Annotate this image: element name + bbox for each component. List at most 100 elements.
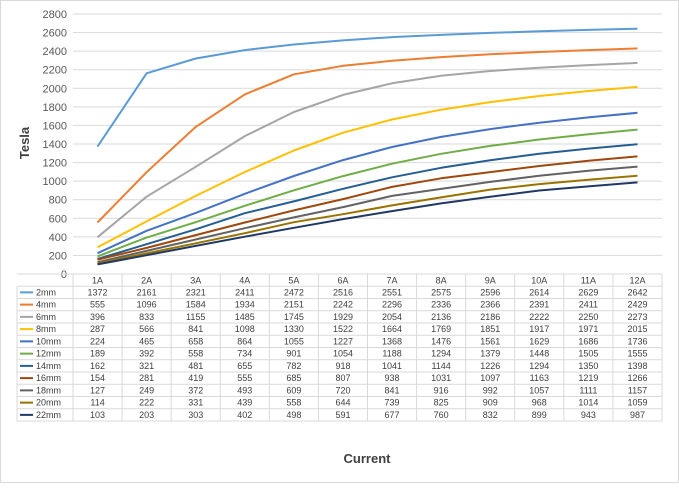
legend-label: 20mm bbox=[36, 398, 61, 408]
data-label: 396 bbox=[90, 312, 105, 322]
data-label: 901 bbox=[286, 349, 301, 359]
series-line-6mm bbox=[96, 61, 638, 238]
data-label: 1629 bbox=[529, 336, 549, 346]
legend-label: 14mm bbox=[36, 361, 61, 371]
data-label: 498 bbox=[286, 410, 301, 420]
data-label: 1398 bbox=[627, 361, 647, 371]
data-label: 1157 bbox=[628, 385, 647, 395]
x-tick-label: 5A bbox=[288, 275, 299, 285]
x-axis-title: Current bbox=[344, 451, 392, 466]
x-tick-label: 1A bbox=[92, 275, 103, 285]
series-line-14mm bbox=[97, 143, 638, 260]
data-label: 1057 bbox=[529, 385, 549, 395]
data-label: 281 bbox=[139, 373, 154, 383]
data-label: 419 bbox=[188, 373, 203, 383]
data-label: 943 bbox=[581, 410, 596, 420]
data-label: 841 bbox=[385, 385, 400, 395]
data-label: 864 bbox=[237, 336, 252, 346]
data-label: 1769 bbox=[431, 324, 451, 334]
series-line-18mm bbox=[97, 165, 638, 264]
data-label: 2472 bbox=[284, 287, 304, 297]
data-label: 1745 bbox=[284, 312, 304, 322]
data-label: 987 bbox=[630, 410, 645, 420]
x-tick-label: 3A bbox=[190, 275, 201, 285]
data-label: 1097 bbox=[480, 373, 500, 383]
data-label: 720 bbox=[335, 385, 350, 395]
series-line-22mm bbox=[97, 181, 638, 266]
data-label: 1330 bbox=[284, 324, 304, 334]
data-label: 2614 bbox=[529, 287, 549, 297]
data-label: 2161 bbox=[137, 287, 157, 297]
data-label: 555 bbox=[237, 373, 252, 383]
data-label: 825 bbox=[434, 398, 449, 408]
data-label: 1266 bbox=[627, 373, 647, 383]
data-label: 2429 bbox=[627, 300, 647, 310]
data-label: 203 bbox=[139, 410, 154, 420]
y-tick-label: 1000 bbox=[43, 176, 67, 188]
data-label: 1929 bbox=[333, 312, 353, 322]
data-label: 1054 bbox=[333, 349, 353, 359]
data-label: 2411 bbox=[235, 287, 254, 297]
data-label: 114 bbox=[90, 398, 104, 408]
data-label: 685 bbox=[286, 373, 301, 383]
data-label: 558 bbox=[188, 349, 203, 359]
data-label: 899 bbox=[532, 410, 547, 420]
y-axis-title: Tesla bbox=[17, 126, 32, 159]
data-label: 938 bbox=[385, 373, 400, 383]
data-label: 2629 bbox=[578, 287, 598, 297]
data-label: 1372 bbox=[88, 287, 108, 297]
x-tick-label: 7A bbox=[387, 275, 398, 285]
data-label: 1163 bbox=[530, 373, 549, 383]
y-tick-label: 1800 bbox=[43, 102, 67, 114]
data-label: 154 bbox=[90, 373, 105, 383]
x-tick-label: 12A bbox=[629, 275, 645, 285]
data-label: 1917 bbox=[529, 324, 549, 334]
data-label: 916 bbox=[434, 385, 449, 395]
data-label: 782 bbox=[286, 361, 301, 371]
data-label: 1055 bbox=[284, 336, 304, 346]
data-label: 2250 bbox=[578, 312, 598, 322]
y-tick-label: 400 bbox=[49, 232, 67, 244]
data-label: 1294 bbox=[529, 361, 549, 371]
y-tick-label: 2400 bbox=[43, 46, 67, 58]
data-label: 807 bbox=[335, 373, 350, 383]
data-table: 1A 2A 3A 4A 5A 6A 7A 8A 9A 10A 11A 12A 2mm 1372 2161 23… bbox=[16, 273, 663, 422]
series-line-12mm bbox=[97, 128, 638, 258]
data-label: 833 bbox=[139, 312, 154, 322]
y-tick-label: 600 bbox=[49, 213, 67, 225]
data-label: 465 bbox=[139, 336, 154, 346]
series-line-2mm bbox=[96, 27, 638, 148]
data-label: 555 bbox=[90, 300, 105, 310]
data-label: 2516 bbox=[333, 287, 353, 297]
data-label: 677 bbox=[385, 410, 400, 420]
data-label: 1934 bbox=[235, 300, 255, 310]
data-label: 1522 bbox=[333, 324, 353, 334]
data-label: 992 bbox=[483, 385, 498, 395]
data-label: 1014 bbox=[578, 398, 598, 408]
data-label: 1379 bbox=[480, 349, 500, 359]
series-line-8mm bbox=[97, 85, 638, 249]
x-tick-label: 10A bbox=[531, 275, 547, 285]
data-label: 2015 bbox=[627, 324, 647, 334]
data-label: 1476 bbox=[431, 336, 451, 346]
data-label: 2321 bbox=[186, 287, 206, 297]
y-tick-label: 0 bbox=[61, 269, 67, 281]
y-tick-label: 800 bbox=[49, 195, 67, 207]
data-label: 1448 bbox=[529, 349, 549, 359]
y-tick-label: 1600 bbox=[43, 120, 67, 132]
data-label: 321 bbox=[139, 361, 154, 371]
x-tick-label: 2A bbox=[141, 275, 152, 285]
data-label: 760 bbox=[434, 410, 449, 420]
y-tick-label: 1200 bbox=[43, 158, 67, 170]
data-label: 1098 bbox=[235, 324, 255, 334]
data-label: 1686 bbox=[578, 336, 598, 346]
legend-label: 6mm bbox=[36, 312, 56, 322]
data-label: 392 bbox=[139, 349, 154, 359]
data-label: 1971 bbox=[578, 324, 598, 334]
data-label: 1227 bbox=[333, 336, 353, 346]
legend-label: 8mm bbox=[36, 324, 56, 334]
series-line-10mm bbox=[97, 111, 638, 255]
data-label: 558 bbox=[286, 398, 301, 408]
data-label: 918 bbox=[335, 361, 350, 371]
